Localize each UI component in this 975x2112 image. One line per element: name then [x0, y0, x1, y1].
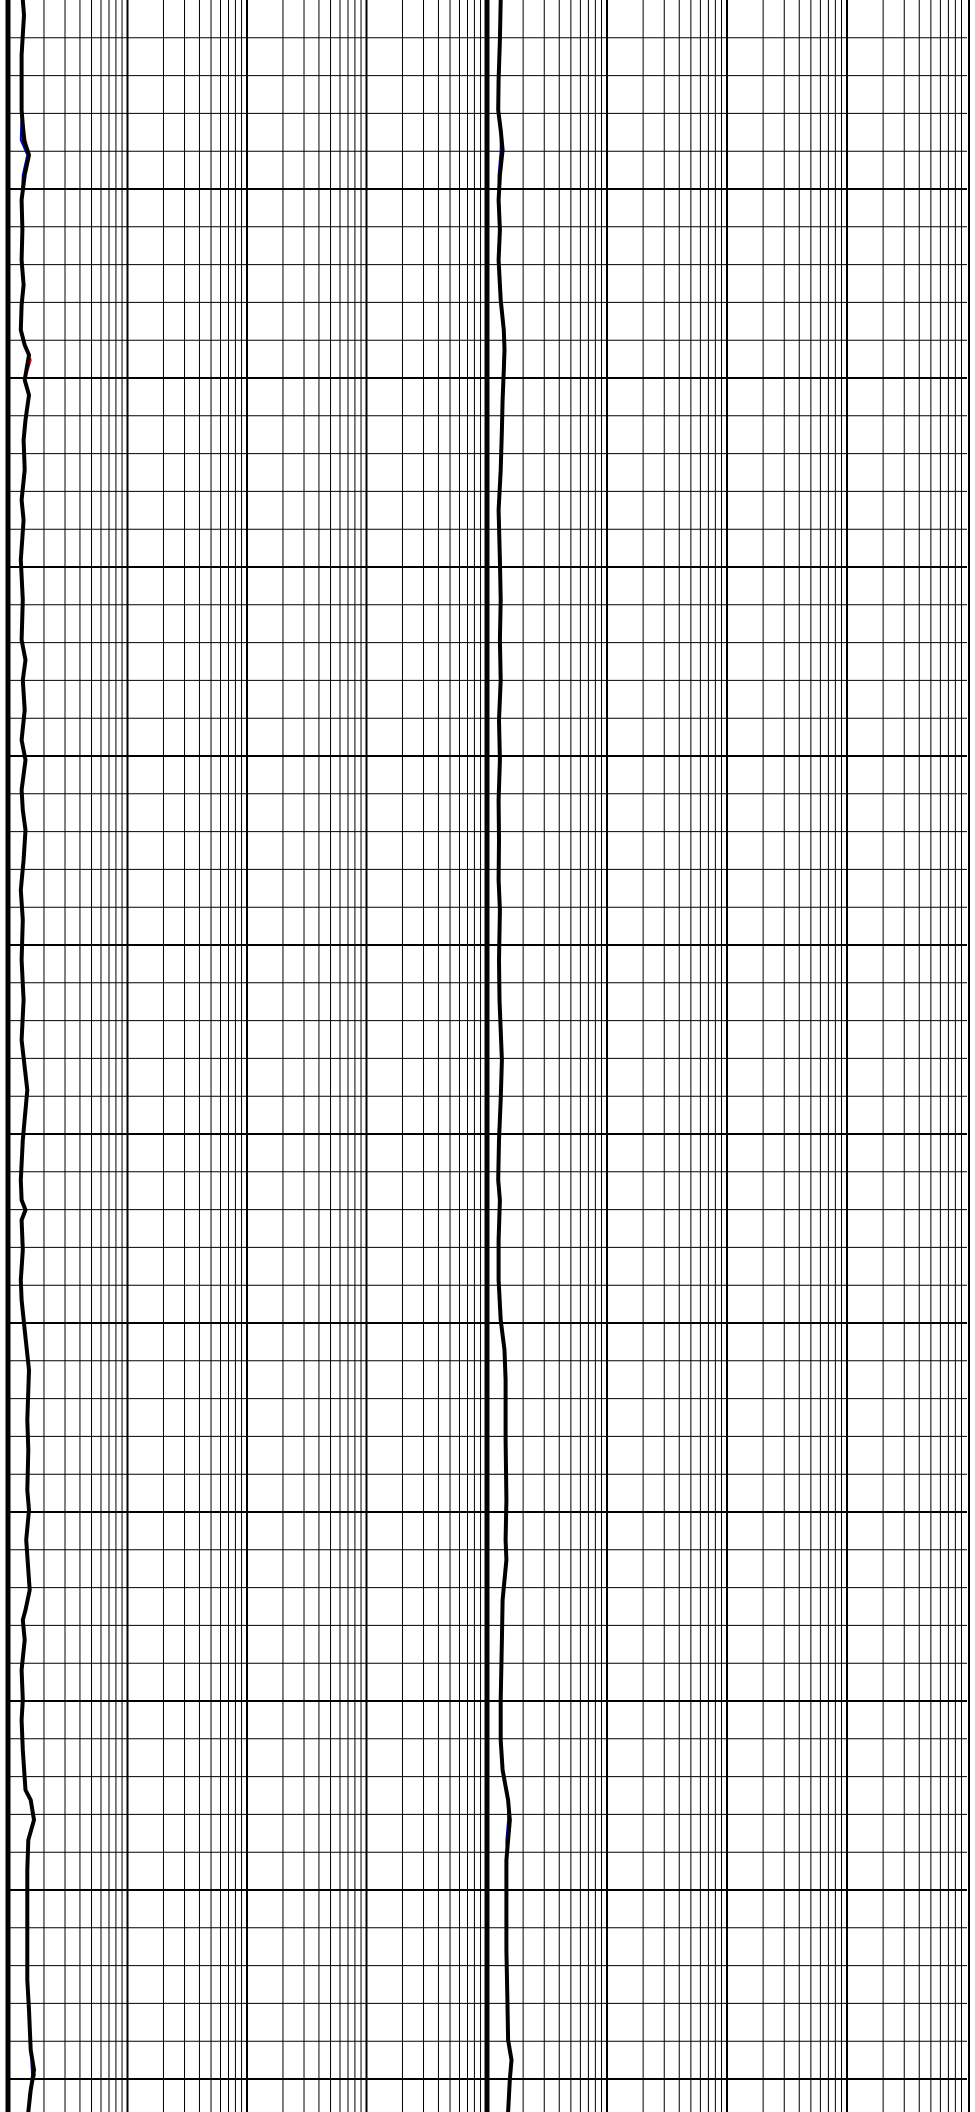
track-borders: [5, 0, 970, 2112]
log-curves: [18, 0, 514, 2112]
log-curve: [496, 0, 514, 2112]
grid-lines: [8, 0, 967, 2112]
log-curve: [18, 0, 36, 2112]
